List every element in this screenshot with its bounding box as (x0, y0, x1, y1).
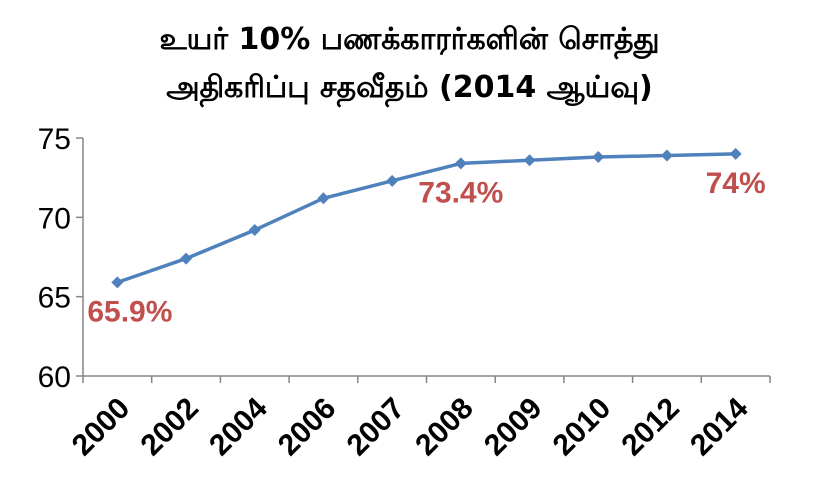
x-tick-label: 2007 (341, 392, 412, 463)
x-tick-label: 2002 (134, 392, 205, 463)
y-tick-label: 65 (38, 282, 71, 315)
y-axis-ticks: 60 65 70 75 (38, 123, 83, 394)
data-point (729, 147, 742, 160)
series-line-group (116, 152, 736, 285)
x-tick-label: 2014 (684, 391, 755, 462)
data-point (248, 224, 261, 237)
data-point (317, 192, 330, 205)
data-point (660, 149, 673, 162)
chart-title-line-2: அதிகரிப்பு சதவீதம் (2014 ஆய்வு) (166, 70, 653, 105)
data-labels: 65.9% 73.4% 74% (87, 167, 765, 329)
y-tick-label: 60 (38, 361, 71, 394)
y-tick-label: 75 (38, 123, 71, 156)
data-point (592, 151, 605, 164)
x-tick-label: 2006 (272, 392, 343, 463)
data-point (454, 157, 467, 170)
x-tick-label: 2012 (615, 392, 686, 463)
data-point (180, 252, 193, 265)
data-label: 74% (706, 167, 766, 200)
data-label: 73.4% (418, 176, 503, 209)
y-tick-label: 70 (38, 202, 71, 235)
series-points (111, 147, 742, 289)
x-tick-label: 2004 (203, 391, 274, 462)
x-tick-label: 2010 (547, 392, 618, 463)
data-point (111, 276, 124, 289)
series-line (116, 152, 736, 285)
x-tick-label: 2000 (66, 392, 137, 463)
x-tick-label: 2009 (478, 392, 549, 463)
chart-title-line-1: உயர் 10% பணக்காரர்களின் சொத்து (159, 22, 660, 57)
data-label: 65.9% (87, 295, 172, 328)
data-point (523, 154, 536, 167)
x-tick-label: 2008 (409, 392, 480, 463)
data-point (386, 174, 399, 187)
